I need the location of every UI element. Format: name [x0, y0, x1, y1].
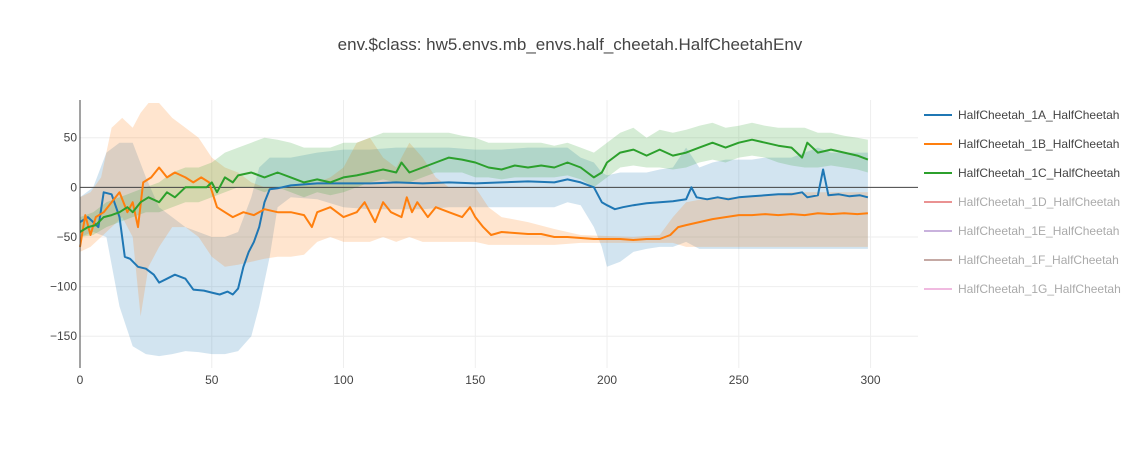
legend-item[interactable]: HalfCheetah_1E_HalfCheetah	[924, 224, 1119, 238]
x-tick-label: 100	[334, 373, 354, 387]
confidence-bands	[80, 103, 868, 357]
chart-title: env.$class: hw5.envs.mb_envs.half_cheeta…	[338, 35, 803, 54]
x-axis-ticks: 0 50 100 150 200 250 300	[77, 373, 881, 387]
x-tick-label: 250	[729, 373, 749, 387]
series-band	[80, 103, 868, 317]
legend-label: HalfCheetah_1E_HalfCheetah	[958, 224, 1119, 238]
legend[interactable]: HalfCheetah_1A_HalfCheetah HalfCheetah_1B…	[924, 108, 1121, 296]
series-line	[79, 138, 869, 233]
y-tick-label: −50	[57, 230, 78, 244]
x-tick-label: 150	[465, 373, 485, 387]
legend-label: HalfCheetah_1G_HalfCheetah	[958, 282, 1121, 296]
y-tick-label: −100	[50, 280, 77, 294]
legend-item[interactable]: HalfCheetah_1F_HalfCheetah	[924, 253, 1119, 267]
y-tick-label: 50	[64, 131, 78, 145]
series-line	[79, 166, 868, 248]
legend-item[interactable]: HalfCheetah_1A_HalfCheetah	[924, 108, 1119, 122]
y-tick-label: −150	[50, 329, 77, 343]
y-axis-ticks: 50 0 −50 −100 −150	[50, 131, 77, 344]
legend-label: HalfCheetah_1F_HalfCheetah	[958, 253, 1119, 267]
series-band	[80, 142, 868, 357]
legend-item[interactable]: HalfCheetah_1B_HalfCheetah	[924, 137, 1119, 151]
legend-label: HalfCheetah_1D_HalfCheetah	[958, 195, 1120, 209]
x-tick-label: 300	[861, 373, 881, 387]
series-lines	[79, 138, 869, 296]
legend-label: HalfCheetah_1A_HalfCheetah	[958, 108, 1119, 122]
legend-item[interactable]: HalfCheetah_1C_HalfCheetah	[924, 166, 1120, 180]
series-line	[79, 168, 869, 296]
legend-item[interactable]: HalfCheetah_1D_HalfCheetah	[924, 195, 1120, 209]
legend-item[interactable]: HalfCheetah_1G_HalfCheetah	[924, 282, 1121, 296]
y-tick-label: 0	[70, 180, 77, 194]
series-band	[80, 122, 868, 237]
x-tick-label: 0	[77, 373, 84, 387]
legend-label: HalfCheetah_1B_HalfCheetah	[958, 137, 1119, 151]
legend-label: HalfCheetah_1C_HalfCheetah	[958, 166, 1120, 180]
x-tick-label: 50	[205, 373, 219, 387]
x-tick-label: 200	[597, 373, 617, 387]
